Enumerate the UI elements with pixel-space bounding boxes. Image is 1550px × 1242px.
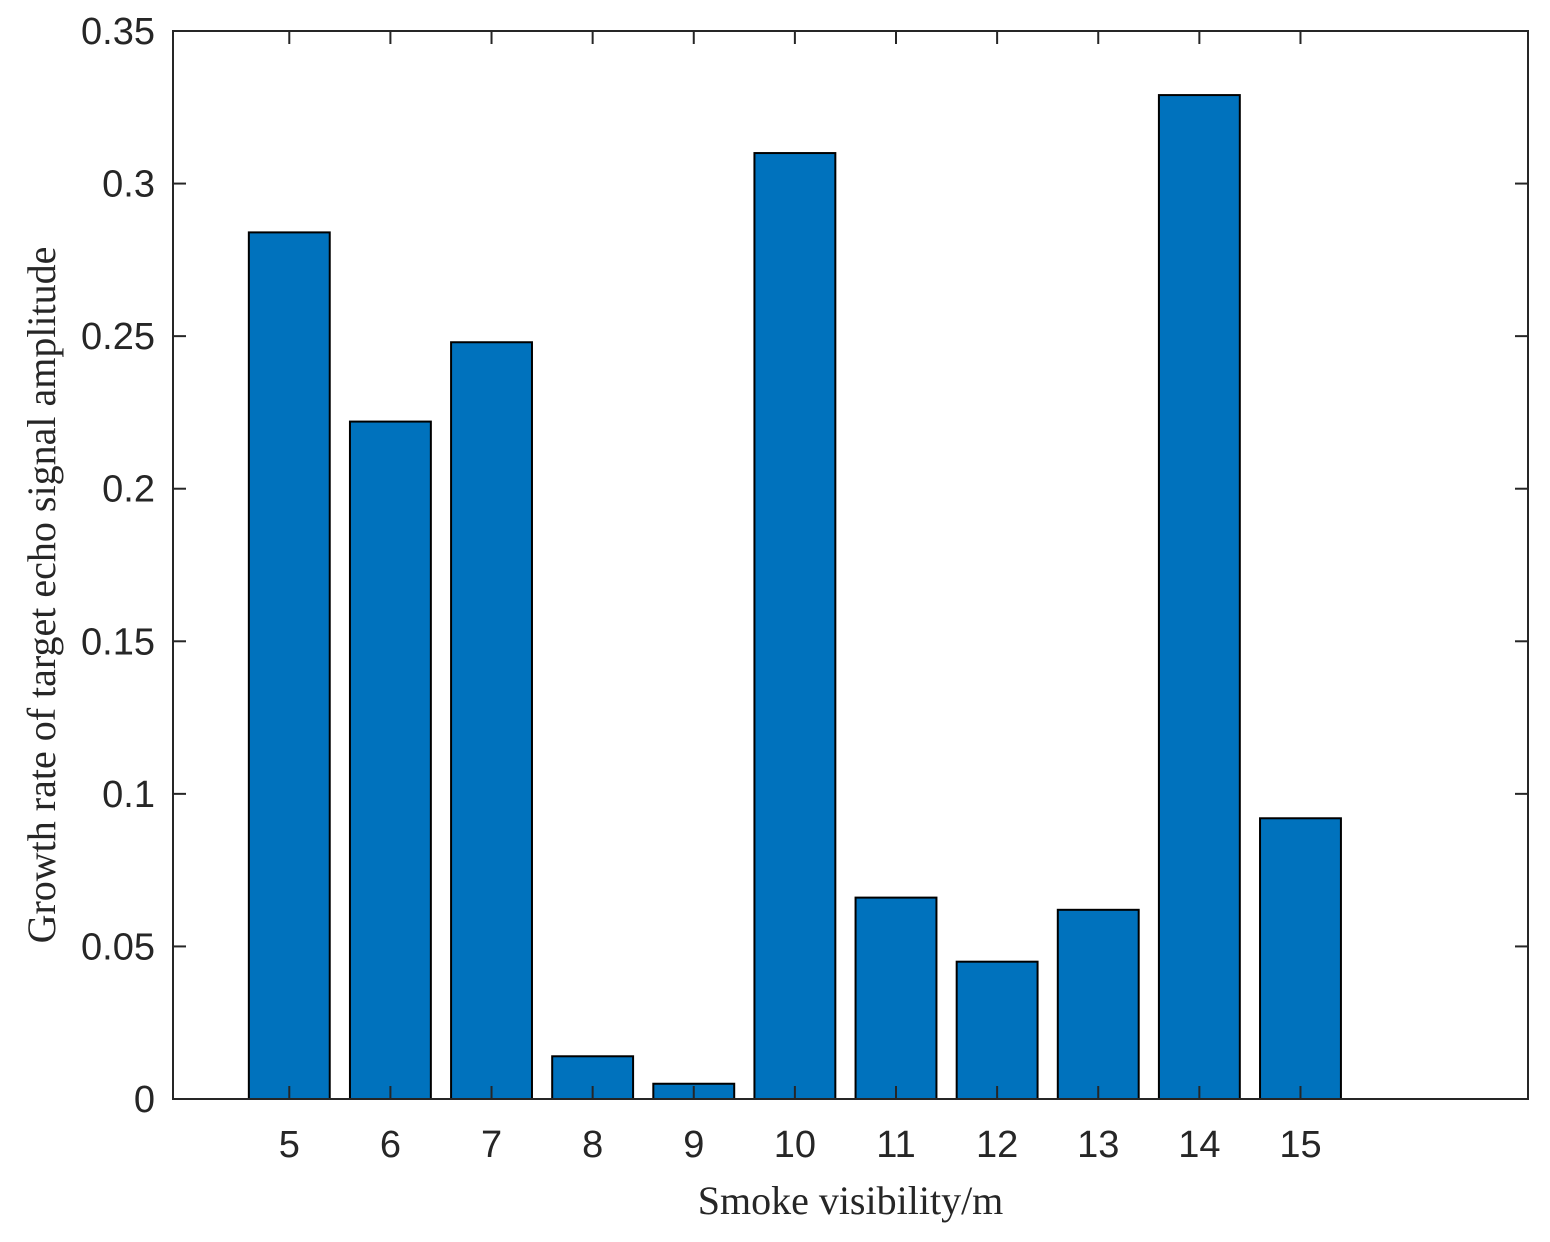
x-axis-label: Smoke visibility/m [698,1178,1004,1223]
y-axis-ticks: 0 0.05 0.1 0.15 0.2 0.25 0.3 0.35 [81,11,1528,1121]
y-tick-label: 0.2 [102,469,155,511]
bar-6 [348,420,432,1100]
bar-14 [1157,94,1241,1100]
bar-7 [450,341,533,1100]
y-tick-label: 0.15 [81,621,155,663]
bar-10 [753,152,837,1101]
bar-13 [1056,908,1140,1100]
y-tick-label: 0.1 [102,774,155,816]
x-tick-label: 9 [683,1124,704,1166]
x-tick-label: 14 [1178,1124,1220,1166]
x-tick-label: 13 [1077,1124,1119,1166]
x-tick-label: 10 [774,1124,816,1166]
bar-5 [247,231,331,1100]
x-tick-label: 7 [481,1124,502,1166]
bars-group [247,94,1342,1101]
y-tick-label: 0.3 [102,164,155,206]
bar-11 [854,896,938,1100]
y-tick-label: 0.25 [81,316,155,358]
plot-frame [172,30,1529,1100]
y-tick-label: 0.05 [81,926,155,968]
x-tick-label: 12 [976,1124,1018,1166]
x-tick-label: 6 [380,1124,401,1166]
y-tick-label: 0 [134,1079,155,1121]
y-axis-label: Growth rate of target echo signal amplit… [19,247,64,944]
x-tick-label: 15 [1279,1124,1321,1166]
x-tick-label: 5 [279,1124,300,1166]
x-tick-label: 8 [582,1124,603,1166]
bar-15 [1259,817,1342,1100]
y-tick-label: 0.35 [81,11,155,53]
bar-12 [955,960,1039,1101]
x-tick-label: 11 [876,1124,915,1166]
x-axis-ticks: 5 6 7 8 9 10 11 12 13 14 15 [279,31,1322,1166]
